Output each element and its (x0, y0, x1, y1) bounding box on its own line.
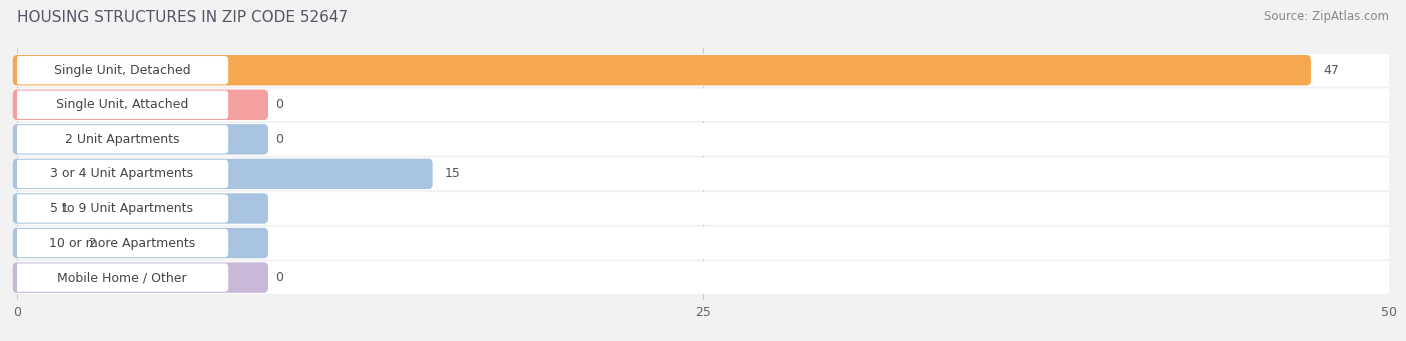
Text: Mobile Home / Other: Mobile Home / Other (58, 271, 187, 284)
Text: 10 or more Apartments: 10 or more Apartments (49, 237, 195, 250)
FancyBboxPatch shape (13, 263, 269, 293)
FancyBboxPatch shape (3, 192, 1406, 225)
Text: 2: 2 (89, 237, 96, 250)
Text: 3 or 4 Unit Apartments: 3 or 4 Unit Apartments (51, 167, 194, 180)
FancyBboxPatch shape (15, 91, 228, 119)
Text: 47: 47 (1323, 64, 1339, 77)
Text: 0: 0 (274, 271, 283, 284)
Text: HOUSING STRUCTURES IN ZIP CODE 52647: HOUSING STRUCTURES IN ZIP CODE 52647 (17, 10, 349, 25)
FancyBboxPatch shape (13, 124, 269, 154)
FancyBboxPatch shape (3, 54, 1406, 87)
FancyBboxPatch shape (13, 55, 1310, 85)
FancyBboxPatch shape (3, 89, 1406, 121)
Text: 0: 0 (274, 133, 283, 146)
Text: Single Unit, Attached: Single Unit, Attached (56, 98, 188, 111)
FancyBboxPatch shape (3, 158, 1406, 190)
FancyBboxPatch shape (15, 229, 228, 257)
FancyBboxPatch shape (13, 228, 269, 258)
Text: Source: ZipAtlas.com: Source: ZipAtlas.com (1264, 10, 1389, 23)
FancyBboxPatch shape (15, 56, 228, 84)
FancyBboxPatch shape (15, 160, 228, 188)
FancyBboxPatch shape (15, 125, 228, 153)
FancyBboxPatch shape (13, 193, 269, 224)
FancyBboxPatch shape (3, 123, 1406, 155)
FancyBboxPatch shape (13, 159, 433, 189)
FancyBboxPatch shape (3, 227, 1406, 259)
Text: 15: 15 (446, 167, 461, 180)
Text: 5 to 9 Unit Apartments: 5 to 9 Unit Apartments (51, 202, 194, 215)
FancyBboxPatch shape (3, 261, 1406, 294)
Text: 2 Unit Apartments: 2 Unit Apartments (65, 133, 179, 146)
Text: 1: 1 (60, 202, 69, 215)
FancyBboxPatch shape (15, 194, 228, 223)
Text: 0: 0 (274, 98, 283, 111)
FancyBboxPatch shape (13, 90, 269, 120)
Text: Single Unit, Detached: Single Unit, Detached (53, 64, 190, 77)
FancyBboxPatch shape (15, 264, 228, 292)
